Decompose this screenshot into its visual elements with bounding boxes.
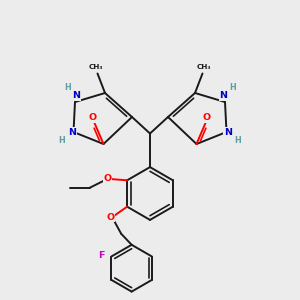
Text: O: O xyxy=(106,213,115,222)
Text: CH₃: CH₃ xyxy=(197,64,211,70)
Text: N: N xyxy=(220,92,227,100)
Text: N: N xyxy=(73,92,80,100)
Text: O: O xyxy=(203,113,211,122)
Text: H: H xyxy=(229,83,236,92)
Text: H: H xyxy=(64,83,71,92)
Text: CH₃: CH₃ xyxy=(89,64,103,70)
Text: F: F xyxy=(98,250,105,260)
Text: O: O xyxy=(103,174,112,183)
Text: H: H xyxy=(59,136,65,145)
Text: N: N xyxy=(224,128,232,137)
Text: H: H xyxy=(235,136,241,145)
Text: O: O xyxy=(89,113,97,122)
Text: N: N xyxy=(68,128,76,137)
